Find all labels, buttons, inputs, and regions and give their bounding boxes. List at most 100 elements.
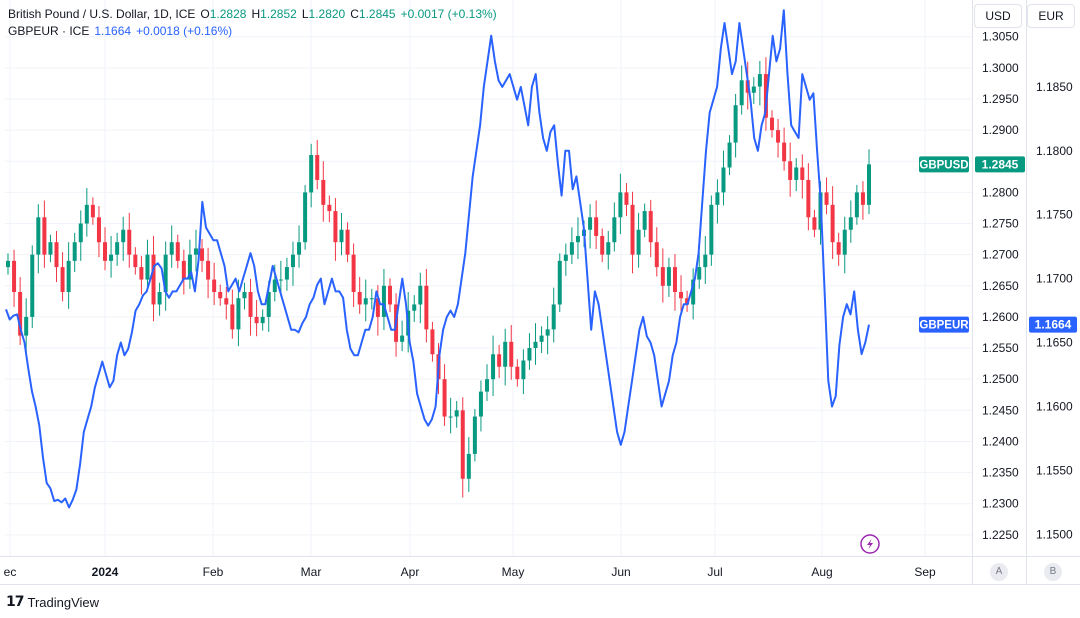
- candle-body: [630, 204, 635, 255]
- last-price-text: 1.2845: [982, 157, 1019, 171]
- eur-tick-label: 1.1700: [1036, 272, 1073, 286]
- last-price-text: 1.1664: [1035, 318, 1072, 332]
- candle-body: [48, 242, 53, 255]
- candle: [842, 216, 847, 274]
- candle-body: [648, 211, 653, 243]
- low-value: 1.2820: [308, 7, 346, 21]
- symbol-name-text: GBPUSD: [919, 159, 968, 171]
- candle: [12, 249, 17, 307]
- auto-scale-b-button[interactable]: B: [1044, 563, 1062, 581]
- candle: [563, 243, 568, 276]
- tradingview-logo-icon: 17: [6, 594, 25, 610]
- candle: [145, 239, 150, 289]
- candle-body: [96, 217, 101, 243]
- axes: [0, 0, 1080, 585]
- candle: [794, 158, 799, 192]
- candle: [545, 316, 550, 355]
- candle-body: [212, 279, 217, 293]
- candle: [18, 277, 23, 345]
- candle-body: [357, 292, 362, 305]
- candle-body: [181, 260, 186, 280]
- close-value: 1.2845: [358, 7, 396, 21]
- candle: [181, 249, 186, 295]
- candle-body: [824, 192, 829, 205]
- candle-body: [78, 223, 83, 243]
- candle: [539, 326, 544, 354]
- candle: [660, 248, 665, 303]
- eur-tick-label: 1.1550: [1036, 463, 1073, 477]
- usd-tick-label: 1.2700: [982, 248, 1019, 262]
- candle-body: [575, 235, 580, 243]
- candle-body: [624, 192, 629, 205]
- candle-body: [666, 267, 671, 286]
- candle: [782, 127, 787, 171]
- candle: [630, 191, 635, 274]
- candle-body: [442, 379, 447, 417]
- candle-body: [757, 74, 762, 87]
- usd-tick-label: 1.2900: [982, 123, 1019, 137]
- candle: [867, 149, 871, 215]
- flash-icon[interactable]: [860, 534, 880, 554]
- main-symbol-title[interactable]: British Pound / U.S. Dollar, 1D, ICE: [8, 7, 196, 21]
- candle-body: [539, 335, 544, 342]
- open-value: 1.2828: [209, 7, 247, 21]
- auto-scale-a-button[interactable]: A: [990, 563, 1008, 581]
- candle: [836, 232, 841, 266]
- compare-symbol-title[interactable]: GBPEUR · ICE: [8, 24, 90, 38]
- eur-scale-button[interactable]: EUR: [1027, 4, 1075, 28]
- tradingview-wordmark: TradingView: [27, 594, 100, 610]
- candle: [115, 232, 120, 266]
- time-tick-label: May: [502, 565, 525, 579]
- candle-body: [345, 229, 350, 255]
- candlestick-series: [6, 57, 871, 498]
- candle-body: [242, 292, 247, 299]
- candle: [84, 188, 89, 237]
- candle-body: [848, 217, 853, 230]
- candle: [157, 282, 162, 316]
- candle: [357, 277, 362, 314]
- candle-body: [309, 155, 314, 193]
- candle-body: [381, 285, 386, 317]
- usd-tick-label: 1.2350: [982, 466, 1019, 480]
- high-label: H: [251, 7, 261, 21]
- candle-body: [151, 254, 156, 305]
- candle: [400, 320, 405, 352]
- candle: [515, 359, 520, 387]
- candle: [369, 288, 374, 310]
- candle-body: [733, 105, 738, 143]
- candle-body: [260, 316, 265, 324]
- candle: [600, 228, 605, 263]
- candle: [551, 287, 556, 343]
- candle-body: [691, 279, 696, 305]
- candle: [788, 142, 793, 197]
- compare-symbol-legend: GBPEUR · ICE 1.1664 +0.0018 (+0.16%): [8, 23, 237, 39]
- candle: [751, 77, 756, 104]
- candle: [381, 268, 386, 330]
- candle-body: [84, 204, 89, 224]
- candle-body: [788, 161, 793, 180]
- tradingview-logo[interactable]: 17 TradingView: [6, 594, 99, 610]
- time-tick-label: Aug: [811, 565, 832, 579]
- candle-body: [418, 285, 423, 305]
- symbol-name-tag: [919, 316, 969, 333]
- candle-body: [527, 348, 532, 361]
- candle-body: [339, 229, 344, 243]
- candle: [588, 204, 593, 249]
- candle-body: [606, 242, 611, 255]
- candle: [303, 184, 308, 250]
- eur-price-scale: 1.19001.18501.18001.17501.17001.16501.16…: [1036, 16, 1073, 541]
- candle-body: [30, 254, 35, 317]
- candle: [800, 154, 805, 199]
- candle: [648, 199, 653, 258]
- gbpeur-line-series: [5, 9, 870, 509]
- candle-body: [387, 285, 392, 305]
- candle-body: [18, 292, 23, 336]
- candle: [121, 216, 126, 261]
- candle-body: [685, 298, 690, 305]
- candle-body: [72, 242, 77, 261]
- usd-scale-button[interactable]: USD: [974, 4, 1022, 28]
- candle: [679, 275, 684, 312]
- candle-body: [697, 267, 702, 280]
- candle: [715, 179, 720, 224]
